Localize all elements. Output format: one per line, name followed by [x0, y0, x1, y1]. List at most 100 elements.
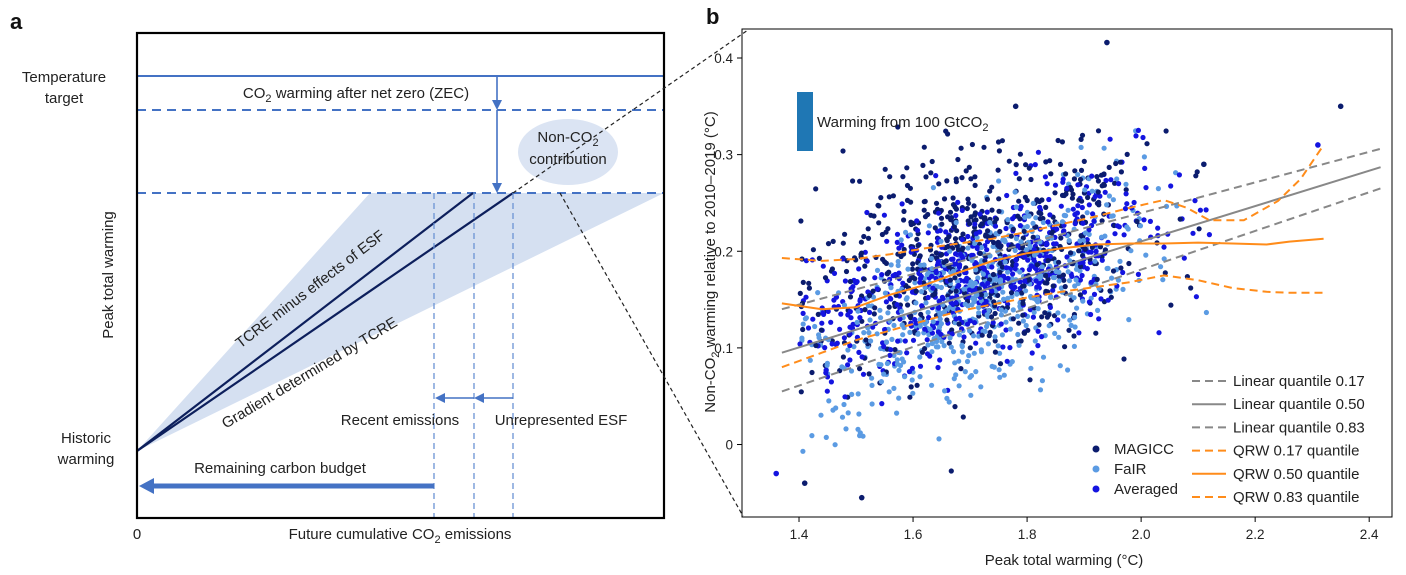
scatter-point	[925, 294, 931, 301]
scatter-point	[1017, 279, 1023, 285]
scatter-point	[921, 207, 927, 213]
scatter-point	[1137, 223, 1144, 229]
panel-a-letter: a	[10, 9, 23, 34]
scatter-point	[914, 236, 920, 242]
scatter-point	[1133, 133, 1139, 139]
scatter-point	[922, 198, 928, 204]
scatter-point	[1048, 171, 1054, 177]
scatter-point-outlier	[1104, 39, 1110, 46]
scatter-point	[1031, 252, 1038, 258]
scatter-point	[816, 332, 822, 338]
scatter-point	[855, 308, 861, 314]
scatter-point	[847, 278, 854, 285]
scatter-point	[964, 205, 970, 212]
scatter-point	[947, 209, 954, 215]
scatter-point	[869, 382, 875, 388]
scatter-point	[964, 358, 971, 365]
scatter-point	[874, 286, 880, 292]
scatter-point	[965, 233, 971, 240]
scatter-point	[928, 170, 934, 176]
scatter-point	[1075, 172, 1081, 178]
scatter-point	[869, 375, 875, 381]
scatter-point	[1021, 228, 1027, 234]
scatter-point	[930, 292, 936, 298]
scatter-point	[1059, 192, 1066, 198]
scatter-point	[1079, 132, 1086, 138]
scatter-point	[1063, 171, 1069, 177]
scatter-point	[1181, 255, 1187, 261]
scatter-point	[929, 340, 936, 347]
scatter-point	[1020, 318, 1026, 324]
scatter-point	[917, 363, 924, 369]
scatter-point	[939, 339, 945, 345]
scatter-point	[902, 338, 908, 344]
scatter-point	[1081, 158, 1087, 164]
scatter-point	[908, 199, 914, 205]
scatter-point	[861, 233, 867, 240]
legend-line-label: QRW 0.50 quantile	[1233, 466, 1359, 483]
scatter-point	[1000, 289, 1006, 295]
scatter-point	[986, 333, 992, 339]
scatter-point	[1158, 264, 1164, 270]
scatter-point	[1121, 232, 1127, 238]
scatter-point	[1042, 174, 1048, 180]
x-tick-label: 1.4	[790, 527, 809, 542]
scatter-point	[1065, 367, 1071, 373]
scatter-point	[939, 221, 945, 227]
scatter-point	[1003, 327, 1009, 333]
scatter-point	[1131, 199, 1137, 206]
scatter-point	[1013, 262, 1019, 268]
unrepresented-esf-arrow-head	[474, 393, 484, 403]
scatter-point	[895, 124, 901, 130]
scatter-point	[935, 329, 942, 335]
scatter-point	[946, 340, 952, 346]
scatter-point	[810, 247, 817, 253]
scatter-point	[1059, 219, 1066, 225]
scatter-point	[955, 278, 961, 284]
scatter-point	[885, 226, 891, 232]
scatter-point	[1032, 338, 1038, 344]
scatter-point	[856, 266, 862, 272]
scatter-point	[945, 214, 951, 220]
scatter-point	[878, 315, 884, 321]
scatter-point	[947, 277, 954, 283]
non-co2-sub: 2	[592, 137, 598, 149]
scatter-point	[992, 338, 998, 344]
scatter-point	[1162, 270, 1168, 276]
scatter-point	[1089, 244, 1095, 250]
scatter-point	[1107, 288, 1113, 294]
scatter-point	[901, 208, 907, 214]
scatter-point	[992, 349, 999, 355]
scatter-point	[867, 317, 873, 323]
scatter-point	[1058, 203, 1064, 209]
panel-b-letter: b	[706, 4, 719, 29]
scatter-point	[894, 410, 900, 416]
scatter-point	[1147, 218, 1153, 224]
scatter-point	[1140, 134, 1146, 141]
scatter-point	[857, 178, 863, 184]
scatter-point	[925, 230, 931, 236]
scatter-point	[1001, 372, 1007, 378]
x-tick-label: 2.2	[1246, 527, 1265, 542]
scatter-point	[1059, 139, 1065, 145]
scatter-point	[998, 312, 1005, 318]
scatter-point	[993, 231, 999, 237]
scatter-point	[997, 228, 1003, 235]
scatter-point	[1123, 191, 1129, 197]
scatter-point	[879, 231, 886, 238]
scatter-point	[942, 309, 948, 315]
legend-line-label: QRW 0.83 quantile	[1233, 489, 1359, 506]
scatter-point	[1120, 269, 1126, 276]
scatter-point	[950, 268, 957, 274]
scatter-point	[1103, 177, 1109, 184]
scatter-point	[1075, 182, 1081, 188]
scatter-point	[961, 334, 967, 340]
scatter-point	[823, 367, 829, 373]
scatter-point	[929, 266, 935, 272]
quantile-lines	[781, 144, 1381, 393]
remaining-budget-label: Remaining carbon budget	[194, 460, 367, 477]
quantile-line	[781, 274, 1324, 369]
scatter-point	[959, 175, 965, 181]
scatter-point	[927, 353, 933, 359]
scatter-point	[888, 285, 894, 291]
